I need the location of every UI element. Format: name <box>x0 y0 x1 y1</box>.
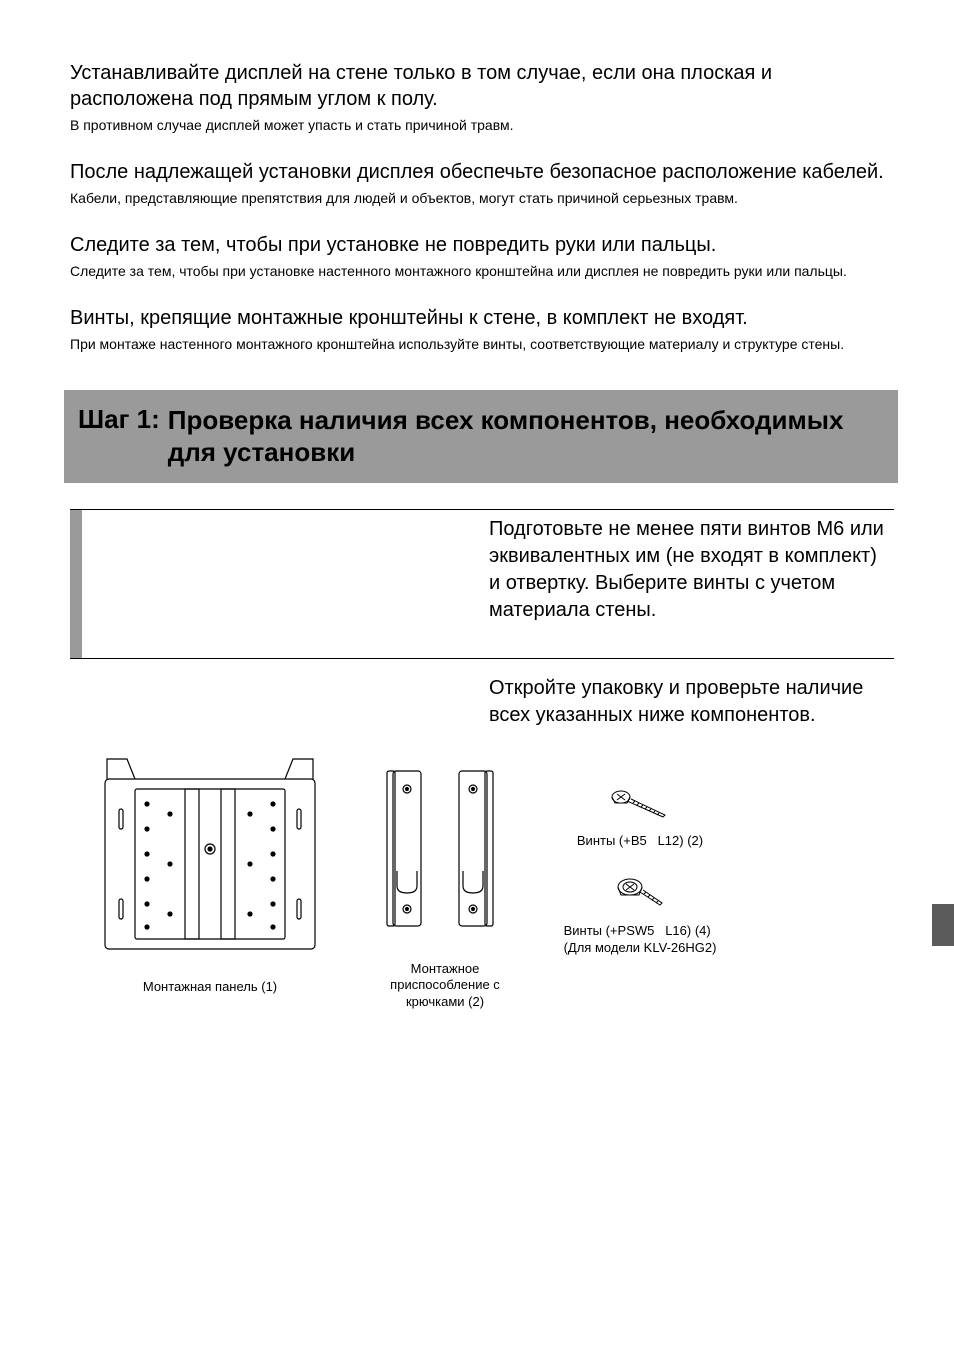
components-section: Откройте упаковку и проверьте наличие вс… <box>70 658 894 1012</box>
component-label: Винты (+PSW5 L16) (4) (Для модели KLV-26… <box>564 923 717 957</box>
hook-fixture-diagram <box>375 761 515 961</box>
warning-block-2: После надлежащей установки дисплея обесп… <box>70 159 894 208</box>
page-edge-tab <box>932 904 954 946</box>
component-label: Монтажное приспособление с крючками (2) <box>370 961 520 1012</box>
warning-body: В противном случае дисплей может упасть … <box>70 116 894 135</box>
step-banner: Шаг 1: Проверка наличия всех компонентов… <box>64 390 898 483</box>
left-accent-tab <box>70 510 82 658</box>
warning-body: При монтаже настенного монтажного кроншт… <box>70 335 894 354</box>
warning-heading: Следите за тем, чтобы при установке не п… <box>70 232 894 258</box>
screw-b5-icon <box>605 785 675 825</box>
warning-heading: Устанавливайте дисплей на стене только в… <box>70 60 894 112</box>
component-screws: Винты (+B5 L12) (2) <box>540 749 740 958</box>
warning-block-3: Следите за тем, чтобы при установке не п… <box>70 232 894 281</box>
warning-heading: После надлежащей установки дисплея обесп… <box>70 159 894 185</box>
instruction-text: Подготовьте не менее пяти винтов M6 или … <box>489 510 894 658</box>
mounting-panel-diagram <box>75 749 345 979</box>
component-panel: Монтажная панель (1) <box>70 749 350 996</box>
warning-body: Кабели, представляющие препятствия для л… <box>70 189 894 208</box>
screw-psw5-icon <box>610 873 670 915</box>
component-label: Винты (+B5 L12) (2) <box>577 833 703 850</box>
warning-block-1: Устанавливайте дисплей на стене только в… <box>70 60 894 135</box>
screw2-label-line1: Винты (+PSW5 L16) (4) <box>564 923 711 938</box>
instruction-text-2: Откройте упаковку и проверьте наличие вс… <box>489 669 894 729</box>
screw2-label-line2: (Для модели KLV-26HG2) <box>564 940 717 955</box>
component-label: Монтажная панель (1) <box>143 979 277 996</box>
step-title: Проверка наличия всех компонентов, необх… <box>168 404 878 469</box>
warning-heading: Винты, крепящие монтажные кронштейны к с… <box>70 305 894 331</box>
warning-block-4: Винты, крепящие монтажные кронштейны к с… <box>70 305 894 354</box>
step-label: Шаг 1: <box>78 404 160 435</box>
component-hook: Монтажное приспособление с крючками (2) <box>370 749 520 1012</box>
instruction-row-1: Подготовьте не менее пяти винтов M6 или … <box>70 509 894 658</box>
warning-body: Следите за тем, чтобы при установке наст… <box>70 262 894 281</box>
